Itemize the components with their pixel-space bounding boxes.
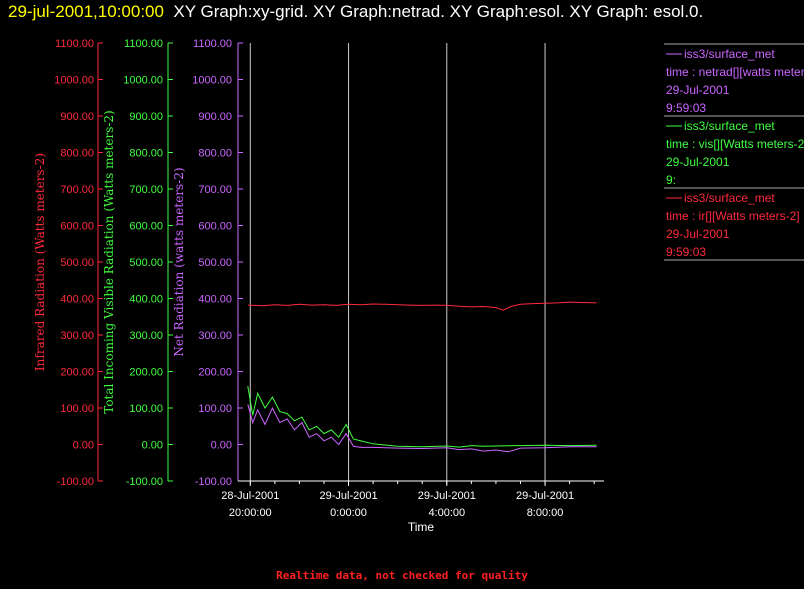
- legend-text: 29-Jul-2001: [666, 155, 730, 169]
- y-tick-label: 900.00: [60, 111, 94, 123]
- graph-list: XY Graph:xy-grid. XY Graph:netrad. XY Gr…: [173, 2, 704, 21]
- y-tick-label: 400.00: [198, 294, 232, 306]
- x-axis-title: Time: [408, 520, 435, 534]
- y-tick-label: 100.00: [60, 403, 94, 415]
- quality-note: Realtime data, not checked for quality: [276, 569, 528, 582]
- series-line-ir: [247, 301, 597, 311]
- y-tick-label: 800.00: [129, 148, 163, 160]
- y-tick-label: 200.00: [129, 367, 163, 379]
- y-tick-label: 1000.00: [123, 75, 163, 87]
- y-axis-3-title: Net Radiation (watts meters-2): [172, 167, 186, 356]
- y-tick-label: 500.00: [129, 257, 163, 269]
- y-tick-label: -100.00: [126, 476, 163, 488]
- y-tick-label: 200.00: [198, 367, 232, 379]
- y-tick-label: 300.00: [60, 330, 94, 342]
- legend-text: iss3/surface_met: [684, 191, 775, 205]
- legend-text: time : vis[][Watts meters-2]: [666, 137, 804, 151]
- y-tick-label: 400.00: [129, 294, 163, 306]
- y-tick-label: 0.00: [73, 440, 94, 452]
- y-tick-label: -100.00: [195, 476, 232, 488]
- legend-text: 9:59:03: [666, 245, 706, 259]
- y-tick-label: 900.00: [129, 111, 163, 123]
- y-tick-label: 600.00: [198, 221, 232, 233]
- y-tick-label: 1100.00: [193, 38, 232, 50]
- y-tick-label: 400.00: [60, 294, 94, 306]
- y-tick-label: 700.00: [129, 184, 163, 196]
- legend-text: 9:59:03: [666, 101, 706, 115]
- series-line-net: [247, 404, 597, 453]
- y-tick-label: 1100.00: [55, 38, 94, 50]
- y-tick-label: 500.00: [198, 257, 232, 269]
- y-tick-label: 500.00: [60, 257, 94, 269]
- title-bar: 29-jul-2001,10:00:00 XY Graph:xy-grid. X…: [8, 2, 798, 22]
- x-tick-time: 20:00:00: [229, 507, 272, 519]
- y-tick-label: 600.00: [129, 221, 163, 233]
- legend-text: 29-Jul-2001: [666, 227, 730, 241]
- y-tick-label: 1100.00: [124, 38, 163, 50]
- y-tick-label: 300.00: [129, 330, 163, 342]
- legend-text: time : ir[][Watts meters-2]: [666, 209, 800, 223]
- series-line-vis: [247, 386, 597, 448]
- y-tick-label: 100.00: [198, 403, 232, 415]
- legend-text: iss3/surface_met: [684, 119, 775, 133]
- y-tick-label: 800.00: [60, 148, 94, 160]
- y-tick-label: 100.00: [129, 403, 163, 415]
- legend-text: 9:: [666, 173, 676, 187]
- y-tick-label: 1000.00: [54, 75, 94, 87]
- timestamp: 29-jul-2001,10:00:00: [8, 2, 164, 21]
- y-tick-label: -100.00: [57, 476, 94, 488]
- y-tick-label: 800.00: [198, 148, 232, 160]
- x-tick-time: 0:00:00: [330, 507, 367, 519]
- y-axis-2-title: Total Incoming Visible Radiation (Watts …: [102, 110, 116, 414]
- x-tick-date: 29-Jul-2001: [418, 490, 476, 502]
- y-tick-label: 900.00: [198, 111, 232, 123]
- x-tick-date: 28-Jul-2001: [221, 490, 279, 502]
- y-tick-label: 600.00: [60, 221, 94, 233]
- legend-text: iss3/surface_met: [684, 47, 775, 61]
- y-tick-label: 200.00: [60, 367, 94, 379]
- x-tick-time: 4:00:00: [428, 507, 465, 519]
- y-tick-label: 700.00: [60, 184, 94, 196]
- x-tick-date: 29-Jul-2001: [319, 490, 377, 502]
- y-tick-label: 1000.00: [192, 75, 232, 87]
- y-axis-1-title: Infrared Radiation (Watts meters-2): [33, 153, 47, 371]
- x-tick-date: 29-Jul-2001: [516, 490, 574, 502]
- y-tick-label: 0.00: [142, 440, 163, 452]
- x-tick-time: 8:00:00: [527, 507, 564, 519]
- y-tick-label: 700.00: [198, 184, 232, 196]
- y-tick-label: 300.00: [198, 330, 232, 342]
- legend-text: 29-Jul-2001: [666, 83, 730, 97]
- legend-text: time : netrad[][watts meters-2]: [666, 65, 804, 79]
- y-tick-label: 0.00: [211, 440, 232, 452]
